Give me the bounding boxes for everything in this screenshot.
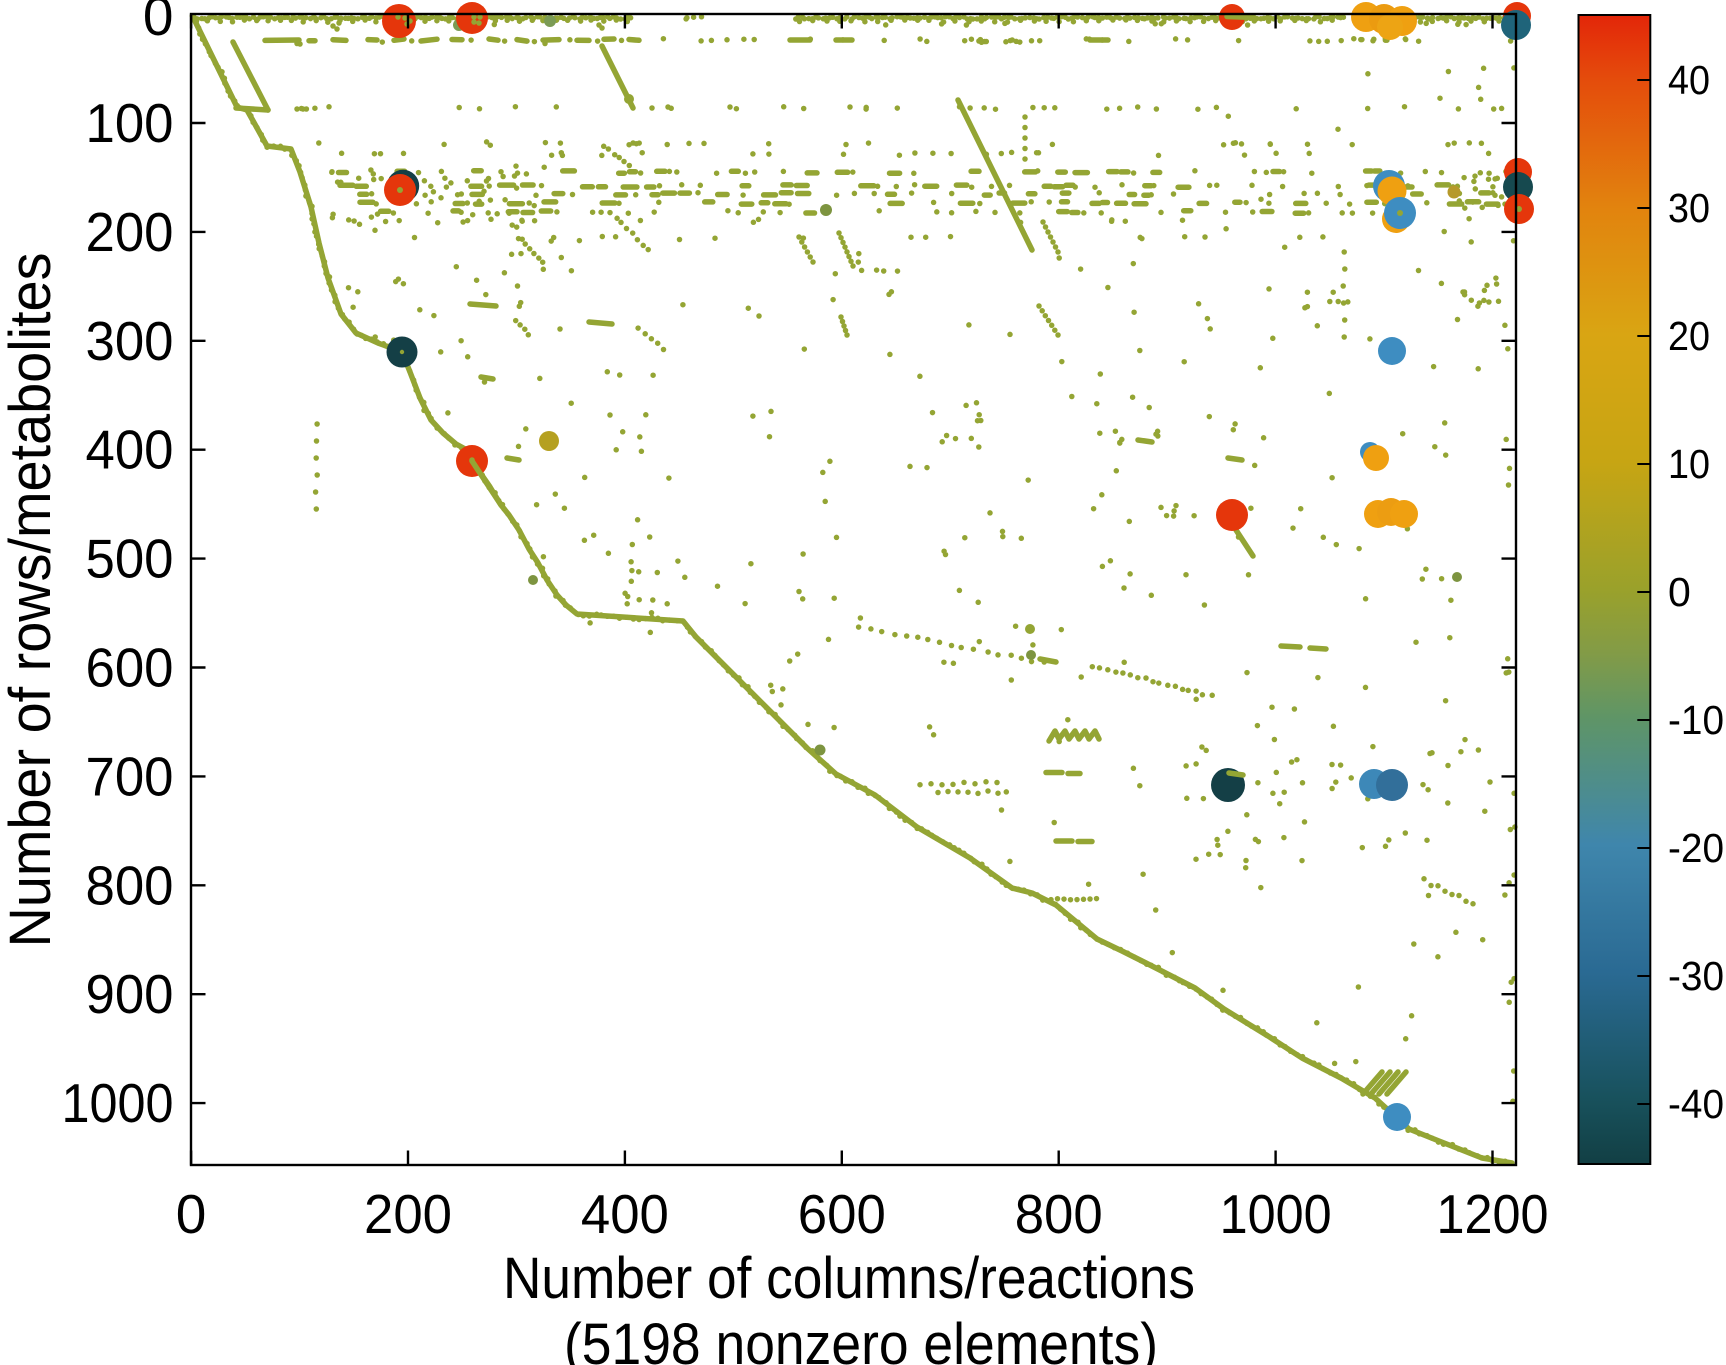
- svg-text:-40: -40: [1668, 1081, 1724, 1127]
- svg-text:1000: 1000: [1220, 1183, 1332, 1245]
- svg-text:400: 400: [581, 1183, 669, 1245]
- svg-text:1000: 1000: [62, 1072, 174, 1134]
- svg-text:10: 10: [1668, 441, 1710, 487]
- svg-text:40: 40: [1668, 57, 1710, 103]
- svg-text:-20: -20: [1668, 825, 1724, 871]
- svg-text:800: 800: [1015, 1183, 1103, 1245]
- svg-text:700: 700: [86, 745, 174, 807]
- svg-text:400: 400: [86, 419, 174, 481]
- svg-text:600: 600: [86, 637, 174, 699]
- svg-text:30: 30: [1668, 185, 1710, 231]
- svg-text:500: 500: [86, 528, 174, 590]
- svg-text:0: 0: [1668, 569, 1691, 615]
- svg-text:800: 800: [86, 854, 174, 916]
- svg-text:-30: -30: [1668, 953, 1724, 999]
- svg-text:1200: 1200: [1437, 1183, 1549, 1245]
- svg-text:100: 100: [86, 92, 174, 154]
- svg-text:200: 200: [364, 1183, 452, 1245]
- svg-text:-10: -10: [1668, 697, 1724, 743]
- svg-text:(5198 nonzero elements): (5198 nonzero elements): [564, 1312, 1158, 1365]
- svg-text:Number of columns/reactions: Number of columns/reactions: [503, 1246, 1195, 1311]
- svg-text:Number of rows/metabolites: Number of rows/metabolites: [0, 253, 63, 948]
- svg-text:0: 0: [176, 1183, 207, 1245]
- svg-text:20: 20: [1668, 313, 1710, 359]
- svg-text:300: 300: [86, 310, 174, 372]
- svg-text:600: 600: [798, 1183, 886, 1245]
- svg-text:900: 900: [86, 963, 174, 1025]
- svg-text:200: 200: [86, 201, 174, 263]
- svg-text:0: 0: [143, 0, 174, 47]
